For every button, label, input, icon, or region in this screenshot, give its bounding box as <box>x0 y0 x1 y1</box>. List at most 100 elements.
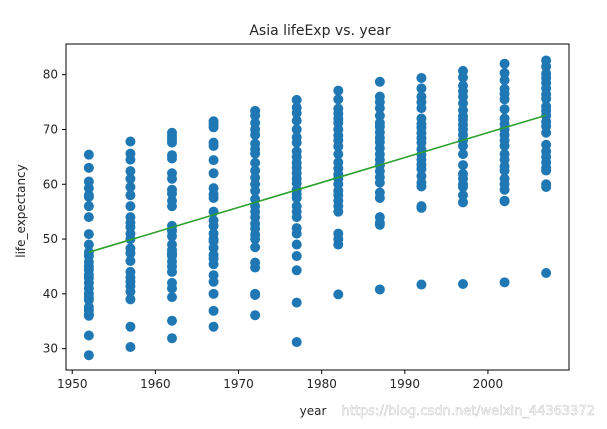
data-point <box>250 289 261 300</box>
y-tick-label: 80 <box>43 68 58 82</box>
data-point <box>83 239 94 250</box>
plot-area <box>83 55 552 361</box>
y-tick-label: 40 <box>43 287 58 301</box>
data-point <box>499 94 510 105</box>
data-point <box>125 154 136 165</box>
data-point <box>458 149 468 160</box>
data-point <box>333 149 344 160</box>
data-point <box>167 188 177 199</box>
data-point <box>250 242 261 253</box>
data-point <box>208 168 219 179</box>
data-point <box>291 337 302 348</box>
data-point <box>374 219 385 230</box>
data-point <box>83 310 94 321</box>
x-axis-label: year <box>300 404 327 418</box>
data-point <box>416 72 427 83</box>
data-point <box>541 182 552 192</box>
data-point <box>83 162 94 173</box>
data-point <box>499 68 510 79</box>
data-point <box>167 292 177 303</box>
x-tick-label: 1960 <box>140 377 171 391</box>
data-point <box>541 93 552 104</box>
data-point <box>125 294 136 305</box>
data-point <box>458 140 468 151</box>
data-point <box>416 163 427 174</box>
data-point <box>83 294 94 305</box>
data-point <box>291 115 302 126</box>
data-point <box>250 165 261 176</box>
data-point <box>83 350 94 361</box>
data-point <box>208 122 219 133</box>
data-point <box>333 206 344 217</box>
data-point <box>333 85 344 96</box>
data-point <box>291 239 302 250</box>
data-point <box>167 333 177 344</box>
data-point <box>208 288 219 299</box>
data-point <box>125 166 136 177</box>
data-point <box>83 212 94 223</box>
axes-frame <box>65 43 570 371</box>
data-point <box>83 149 94 160</box>
data-point <box>250 148 261 159</box>
data-point <box>458 98 468 109</box>
data-point <box>208 259 219 270</box>
data-point <box>125 136 136 147</box>
data-point <box>83 229 94 240</box>
data-point <box>499 184 510 195</box>
data-point <box>291 108 302 119</box>
data-point <box>374 76 385 87</box>
y-tick-label: 60 <box>43 177 58 191</box>
data-point <box>83 201 94 212</box>
x-tick-label: 2000 <box>473 377 504 391</box>
data-point <box>167 153 177 164</box>
data-point <box>416 279 427 290</box>
data-point <box>374 110 385 121</box>
data-point <box>416 181 427 192</box>
data-point <box>208 242 219 253</box>
y-axis-label: life_expectancy <box>14 164 28 258</box>
data-point <box>167 283 177 294</box>
data-points <box>83 55 552 361</box>
data-point <box>499 196 510 207</box>
data-point <box>250 262 261 273</box>
data-point <box>458 197 468 208</box>
data-point <box>250 129 261 140</box>
data-point <box>333 239 344 250</box>
data-point <box>167 201 177 212</box>
x-tick-label: 1990 <box>390 377 421 391</box>
x-axis-ticks: 1950 1960 1970 1980 1990 2000 <box>57 370 503 391</box>
data-point <box>125 286 136 297</box>
data-point <box>333 94 344 105</box>
data-point <box>374 177 385 188</box>
data-point <box>374 103 385 114</box>
data-point <box>208 140 219 151</box>
chart-title: Asia lifeExp vs. year <box>249 23 391 39</box>
x-tick-label: 1970 <box>223 377 254 391</box>
watermark-text: https://blog.csdn.net/weixin_44363372 <box>341 404 595 419</box>
data-point <box>250 110 261 121</box>
data-point <box>458 160 468 171</box>
data-point <box>250 185 261 196</box>
data-point <box>333 141 344 152</box>
y-tick-label: 50 <box>43 232 58 246</box>
data-point <box>291 251 302 262</box>
data-point <box>125 201 136 212</box>
data-point <box>125 173 136 184</box>
data-point <box>250 157 261 168</box>
data-point <box>416 83 427 94</box>
data-point <box>83 191 94 202</box>
data-point <box>167 315 177 326</box>
data-point <box>125 255 136 266</box>
data-point <box>499 104 510 115</box>
y-tick-label: 30 <box>43 342 58 356</box>
data-point <box>333 289 344 300</box>
data-point <box>499 140 510 151</box>
regression-line-layer <box>88 114 547 253</box>
data-point <box>208 192 219 203</box>
data-point <box>125 321 136 332</box>
data-point <box>208 276 219 287</box>
data-point <box>167 231 177 242</box>
data-point <box>167 173 177 184</box>
x-tick-label: 1950 <box>57 377 88 391</box>
